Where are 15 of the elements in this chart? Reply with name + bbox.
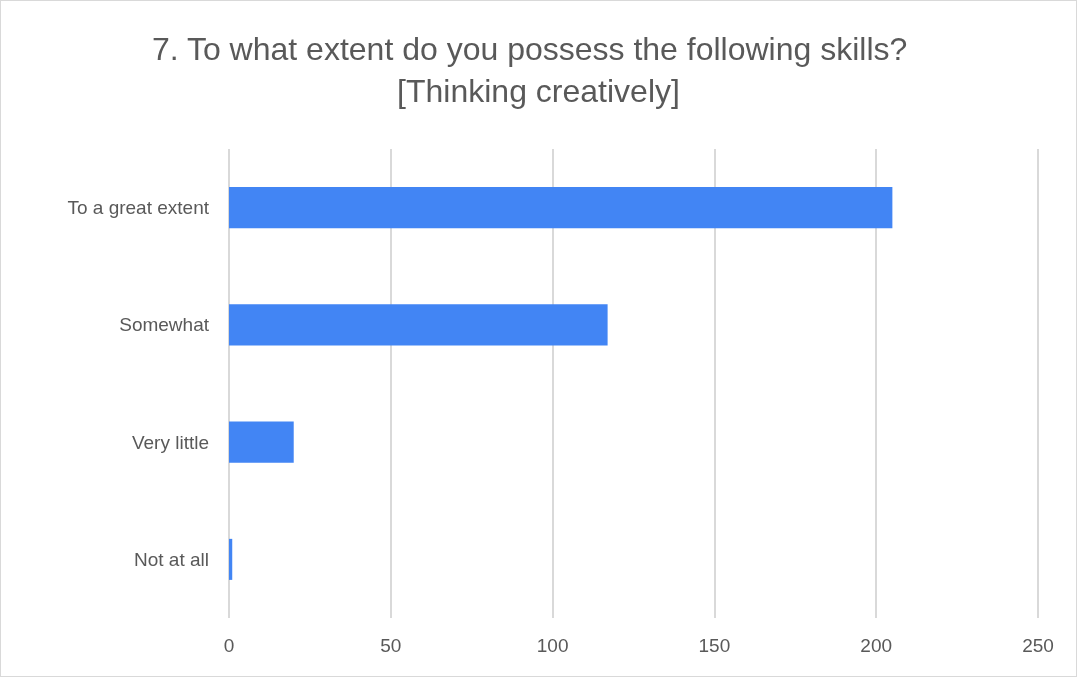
bar <box>229 187 893 229</box>
x-tick-label: 50 <box>380 635 402 656</box>
y-tick-label: Very little <box>131 431 209 453</box>
y-tick-label: Not at all <box>134 548 209 570</box>
x-tick-label: 250 <box>1022 635 1054 656</box>
x-tick-label: 200 <box>860 635 893 656</box>
x-tick-label: 100 <box>536 635 569 656</box>
x-tick-label: 150 <box>698 635 731 656</box>
y-tick-label: To a great extent <box>67 197 210 219</box>
x-tick-label: 0 <box>223 635 235 656</box>
bar <box>229 421 294 463</box>
chart-title: 7. To what extent do you possess the following skills? [Thinking creatively] <box>151 31 926 109</box>
bar <box>229 304 608 346</box>
bar <box>229 538 233 580</box>
y-tick-label: Somewhat <box>119 314 210 336</box>
